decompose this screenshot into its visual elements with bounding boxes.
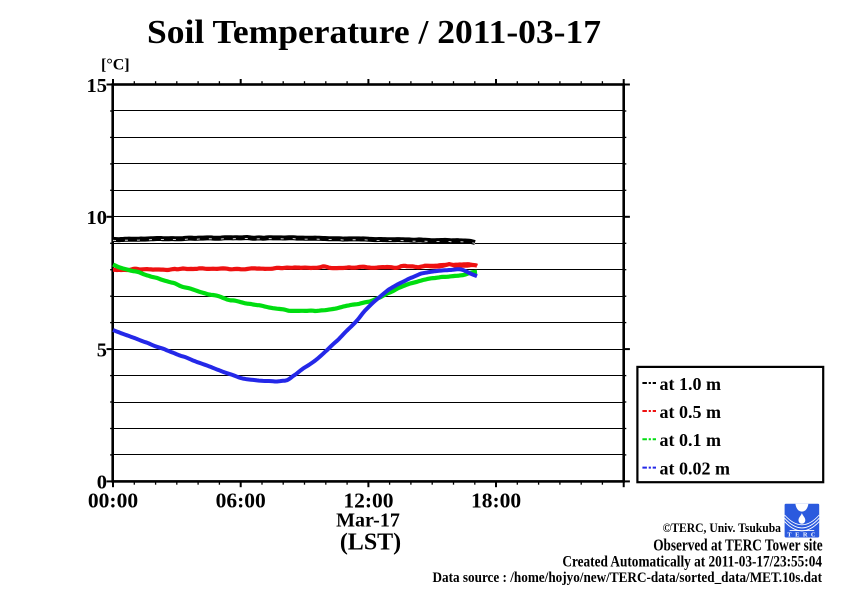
- svg-text:Created Automatically at 2011-: Created Automatically at 2011-03-17/23:5…: [562, 554, 822, 571]
- svg-text:06:00: 06:00: [216, 489, 266, 513]
- svg-text:R: R: [803, 531, 808, 538]
- svg-text:0: 0: [97, 472, 107, 494]
- svg-text:[°C]: [°C]: [101, 57, 130, 74]
- svg-text:12:00: 12:00: [343, 489, 393, 513]
- svg-text:©TERC, Univ. Tsukuba: ©TERC, Univ. Tsukuba: [663, 520, 782, 535]
- svg-text:18:00: 18:00: [471, 489, 521, 513]
- svg-text:5: 5: [97, 339, 107, 361]
- svg-text:at 0.1 m: at 0.1 m: [660, 430, 722, 450]
- svg-text:T: T: [787, 531, 792, 538]
- svg-text:Mar-17: Mar-17: [336, 510, 400, 532]
- svg-text:C: C: [811, 531, 816, 538]
- svg-text:at 0.5 m: at 0.5 m: [660, 402, 722, 422]
- svg-text:(LST): (LST): [340, 530, 401, 556]
- svg-text:at 1.0 m: at 1.0 m: [660, 374, 722, 394]
- svg-text:at 0.02 m: at 0.02 m: [660, 459, 731, 479]
- svg-text:15: 15: [87, 75, 108, 97]
- svg-text:Observed at TERC Tower site: Observed at TERC Tower site: [653, 536, 823, 555]
- svg-text:10: 10: [87, 207, 108, 229]
- svg-text:Data source : /home/hojyo/new/: Data source : /home/hojyo/new/TERC-data/…: [433, 570, 823, 586]
- svg-text:Soil Temperature / 2011-03-17: Soil Temperature / 2011-03-17: [147, 14, 601, 51]
- svg-text:E: E: [795, 531, 799, 538]
- svg-text:00:00: 00:00: [88, 489, 138, 513]
